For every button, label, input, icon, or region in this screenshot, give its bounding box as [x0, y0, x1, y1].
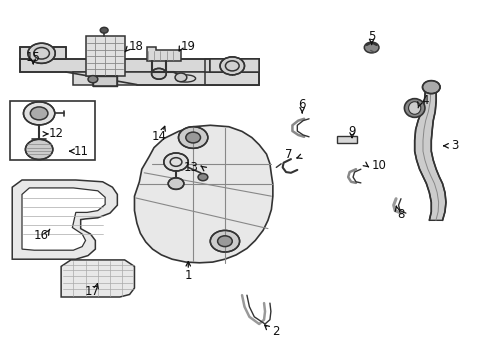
Ellipse shape [404, 99, 424, 117]
Circle shape [422, 81, 439, 94]
Polygon shape [85, 36, 124, 76]
Text: 11: 11 [73, 145, 88, 158]
Text: 7: 7 [284, 148, 292, 161]
Text: 17: 17 [84, 285, 99, 298]
Polygon shape [337, 136, 356, 143]
Circle shape [30, 107, 48, 120]
Text: 8: 8 [396, 208, 404, 221]
Text: 6: 6 [298, 98, 305, 111]
Circle shape [178, 127, 207, 148]
Text: 19: 19 [181, 40, 195, 53]
Polygon shape [20, 47, 66, 59]
Ellipse shape [407, 102, 420, 114]
Polygon shape [20, 59, 259, 72]
Polygon shape [10, 101, 95, 160]
Circle shape [23, 102, 55, 125]
Text: 14: 14 [151, 130, 166, 143]
Circle shape [151, 68, 166, 79]
Text: 12: 12 [49, 127, 63, 140]
Circle shape [210, 230, 239, 252]
Polygon shape [73, 72, 259, 85]
Text: 3: 3 [450, 139, 458, 152]
Polygon shape [414, 90, 445, 220]
Text: 15: 15 [26, 51, 41, 64]
Text: 16: 16 [34, 229, 49, 242]
Circle shape [25, 139, 53, 159]
Circle shape [364, 42, 378, 53]
Circle shape [198, 174, 207, 181]
Polygon shape [12, 180, 117, 259]
Polygon shape [210, 59, 259, 72]
Circle shape [168, 178, 183, 189]
Polygon shape [134, 125, 272, 263]
Text: 4: 4 [421, 94, 428, 107]
Circle shape [217, 236, 232, 247]
Circle shape [88, 76, 98, 83]
Circle shape [163, 153, 188, 171]
Text: 1: 1 [184, 269, 192, 282]
Polygon shape [93, 76, 117, 86]
Polygon shape [61, 260, 134, 297]
Text: 10: 10 [371, 159, 386, 172]
Text: 13: 13 [183, 161, 198, 174]
Polygon shape [205, 59, 259, 72]
Text: 18: 18 [128, 40, 143, 53]
Circle shape [100, 27, 108, 33]
Circle shape [220, 57, 244, 75]
Polygon shape [22, 188, 105, 250]
Polygon shape [146, 47, 181, 61]
Text: 5: 5 [367, 30, 375, 42]
Circle shape [175, 73, 186, 82]
Polygon shape [205, 72, 259, 85]
Text: 9: 9 [347, 125, 355, 138]
Text: 2: 2 [272, 325, 280, 338]
Circle shape [185, 132, 200, 143]
Circle shape [28, 43, 55, 63]
